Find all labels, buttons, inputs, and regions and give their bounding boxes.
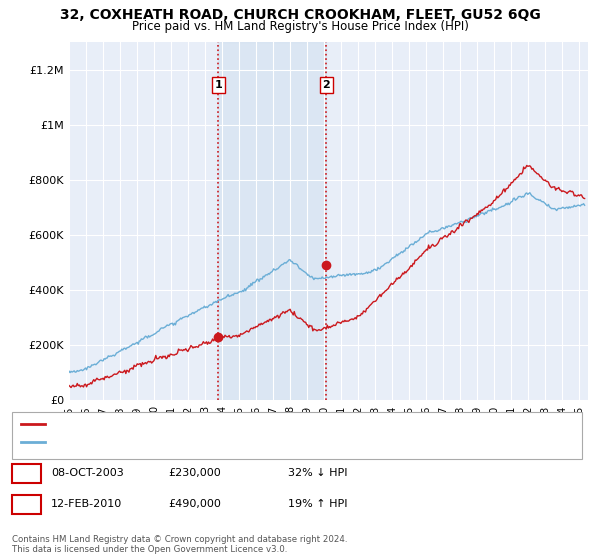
Text: 32, COXHEATH ROAD, CHURCH CROOKHAM, FLEET, GU52 6QG: 32, COXHEATH ROAD, CHURCH CROOKHAM, FLEE…	[59, 8, 541, 22]
Text: £490,000: £490,000	[168, 499, 221, 509]
Text: 12-FEB-2010: 12-FEB-2010	[51, 499, 122, 509]
Text: 2: 2	[322, 80, 330, 90]
Bar	[218, 42, 326, 400]
Text: 08-OCT-2003: 08-OCT-2003	[51, 468, 124, 478]
Text: Contains HM Land Registry data © Crown copyright and database right 2024.
This d: Contains HM Land Registry data © Crown c…	[12, 535, 347, 554]
Text: HPI: Average price, detached house, Hart: HPI: Average price, detached house, Hart	[48, 437, 250, 447]
Text: 19% ↑ HPI: 19% ↑ HPI	[288, 499, 347, 509]
Text: 1: 1	[214, 80, 222, 90]
Text: 32% ↓ HPI: 32% ↓ HPI	[288, 468, 347, 478]
Text: 1: 1	[23, 468, 30, 478]
Text: Price paid vs. HM Land Registry's House Price Index (HPI): Price paid vs. HM Land Registry's House …	[131, 20, 469, 32]
Text: 2: 2	[23, 499, 30, 509]
Text: £230,000: £230,000	[168, 468, 221, 478]
Text: 32, COXHEATH ROAD, CHURCH CROOKHAM, FLEET, GU52 6QG (detached house): 32, COXHEATH ROAD, CHURCH CROOKHAM, FLEE…	[48, 419, 443, 429]
